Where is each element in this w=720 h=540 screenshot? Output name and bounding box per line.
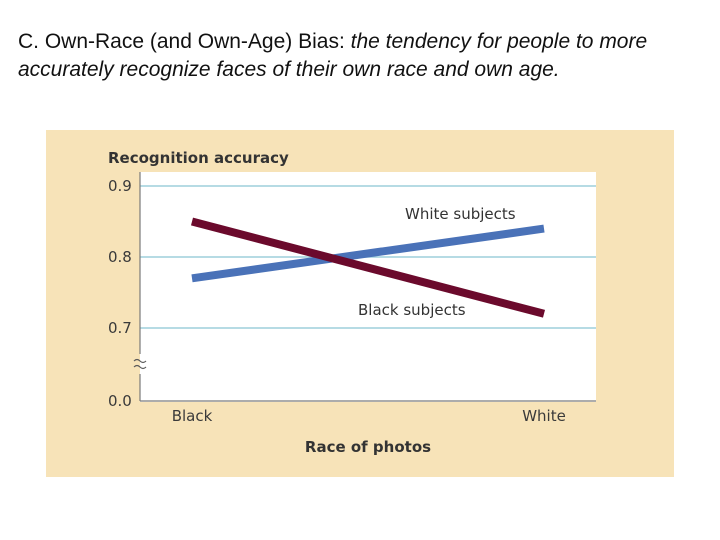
- series-lines: [190, 217, 546, 318]
- x-axis-title: Race of photos: [305, 438, 431, 456]
- x-tick-label-white: White: [522, 407, 566, 425]
- axes: [133, 172, 596, 402]
- bias-definition: the tendency for people to more accurate…: [18, 30, 648, 81]
- bias-term: C. Own-Race (and Own-Age) Bias:: [18, 30, 345, 53]
- series-label-white-subjects: White subjects: [405, 205, 516, 223]
- y-tick-labels: 0.9 0.8 0.7 0.0: [108, 177, 132, 410]
- y-tick-label: 0.8: [108, 248, 132, 266]
- y-axis-title: Recognition accuracy: [108, 149, 289, 167]
- x-tick-labels: Black White: [172, 407, 566, 425]
- slide-heading: C. Own-Race (and Own-Age) Bias: the tend…: [18, 28, 708, 84]
- series-line-white-subjects: [191, 224, 545, 283]
- y-tick-label: 0.7: [108, 319, 132, 337]
- series-labels: White subjects Black subjects: [358, 205, 516, 319]
- x-tick-label-black: Black: [172, 407, 213, 425]
- axis-break-mark: [133, 358, 147, 370]
- plot-area: [140, 172, 596, 402]
- series-line-black-subjects: [190, 217, 546, 318]
- y-tick-label: 0.0: [108, 392, 132, 410]
- y-tick-label: 0.9: [108, 177, 132, 195]
- series-label-black-subjects: Black subjects: [358, 301, 466, 319]
